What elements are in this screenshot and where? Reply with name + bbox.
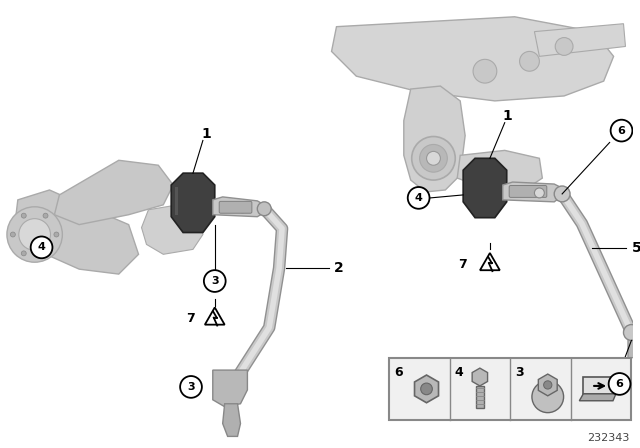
Text: 5: 5 — [632, 241, 640, 255]
Circle shape — [204, 270, 226, 292]
Text: 4: 4 — [454, 366, 463, 379]
Circle shape — [21, 251, 26, 256]
Text: 3: 3 — [515, 366, 524, 379]
Circle shape — [31, 237, 52, 258]
Circle shape — [554, 186, 570, 202]
Circle shape — [420, 383, 433, 395]
Circle shape — [623, 324, 639, 340]
Polygon shape — [480, 253, 500, 270]
Polygon shape — [223, 404, 241, 436]
Polygon shape — [472, 368, 488, 386]
FancyBboxPatch shape — [476, 386, 484, 408]
Polygon shape — [404, 86, 465, 192]
Polygon shape — [579, 394, 616, 401]
Circle shape — [180, 376, 202, 398]
Polygon shape — [212, 370, 248, 407]
Polygon shape — [538, 374, 557, 396]
FancyBboxPatch shape — [509, 185, 547, 198]
Circle shape — [237, 203, 248, 213]
Text: 1: 1 — [201, 126, 211, 141]
Text: 7: 7 — [186, 312, 195, 325]
Text: 1: 1 — [503, 109, 513, 123]
Circle shape — [609, 373, 630, 395]
Polygon shape — [205, 307, 225, 325]
Text: 4: 4 — [38, 242, 45, 252]
Polygon shape — [54, 160, 173, 224]
Polygon shape — [332, 17, 614, 101]
Polygon shape — [534, 24, 625, 56]
Circle shape — [7, 207, 62, 262]
Polygon shape — [212, 197, 264, 217]
Text: 6: 6 — [616, 379, 623, 389]
Text: 6: 6 — [394, 366, 403, 379]
Circle shape — [420, 144, 447, 172]
Circle shape — [408, 187, 429, 209]
Circle shape — [43, 213, 48, 218]
FancyBboxPatch shape — [628, 339, 635, 358]
FancyBboxPatch shape — [389, 358, 632, 420]
Circle shape — [43, 251, 48, 256]
Text: 6: 6 — [618, 125, 625, 136]
Circle shape — [21, 213, 26, 218]
Polygon shape — [457, 151, 542, 190]
Circle shape — [10, 232, 15, 237]
Polygon shape — [141, 205, 203, 254]
Polygon shape — [15, 190, 138, 274]
Text: 3: 3 — [211, 276, 219, 286]
Circle shape — [534, 188, 544, 198]
Text: 3: 3 — [187, 382, 195, 392]
Polygon shape — [463, 158, 507, 218]
Circle shape — [426, 151, 440, 165]
Circle shape — [54, 232, 59, 237]
Text: 232343: 232343 — [587, 433, 629, 444]
Text: 4: 4 — [415, 193, 422, 203]
Circle shape — [257, 202, 271, 215]
Text: 2: 2 — [333, 261, 343, 275]
Polygon shape — [172, 173, 215, 233]
Circle shape — [412, 137, 455, 180]
Circle shape — [543, 381, 552, 389]
Polygon shape — [503, 182, 562, 202]
Circle shape — [19, 219, 51, 250]
Polygon shape — [175, 187, 178, 215]
Circle shape — [611, 120, 632, 142]
FancyBboxPatch shape — [220, 201, 252, 213]
Text: 7: 7 — [458, 258, 467, 271]
Polygon shape — [415, 375, 438, 403]
Circle shape — [520, 52, 540, 71]
Circle shape — [532, 381, 564, 413]
Circle shape — [473, 59, 497, 83]
Polygon shape — [583, 377, 616, 394]
Circle shape — [556, 38, 573, 56]
